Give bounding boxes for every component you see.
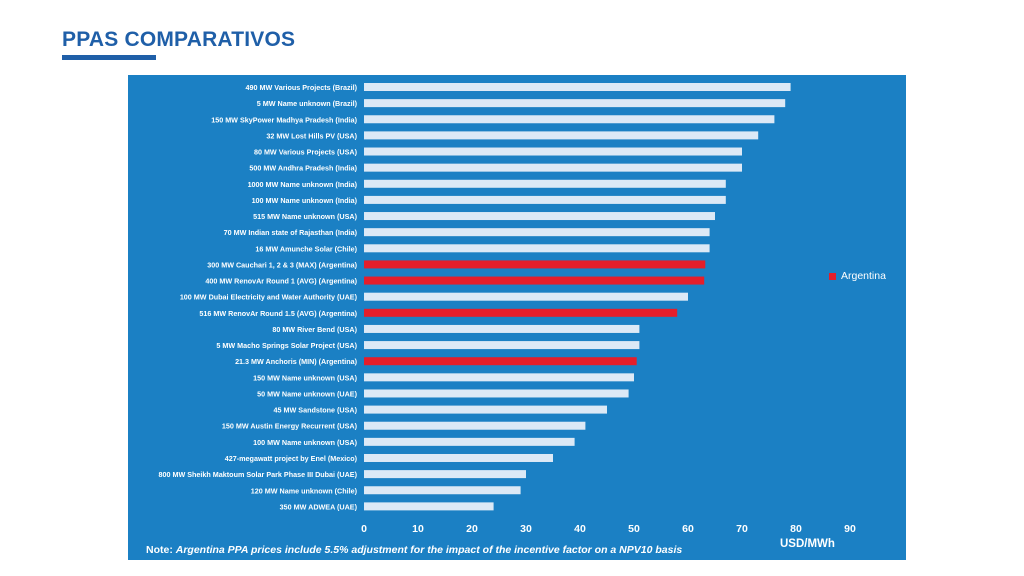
bar	[364, 131, 759, 140]
bar	[364, 437, 575, 446]
x-tick-label: 80	[790, 523, 802, 535]
category-label: 150 MW Austin Energy Recurrent (USA)	[222, 422, 358, 431]
page-title: PPAS COMPARATIVOS	[62, 28, 296, 51]
bar	[364, 470, 526, 479]
x-tick-label: 0	[361, 523, 367, 535]
category-label: 500 MW Andhra Pradesh (India)	[249, 164, 357, 173]
category-label: 515 MW Name unknown (USA)	[253, 212, 357, 221]
x-tick-label: 30	[520, 523, 532, 535]
legend-swatch-argentina	[829, 272, 836, 280]
bar-argentina	[364, 308, 678, 317]
category-label: 100 MW Dubai Electricity and Water Autho…	[180, 293, 358, 302]
legend-label-argentina: Argentina	[841, 270, 886, 282]
category-label: 150 MW Name unknown (USA)	[253, 373, 357, 382]
title-underline	[62, 55, 156, 60]
category-label: 150 MW SkyPower Madhya Pradesh (India)	[211, 115, 357, 124]
category-label: 100 MW Name unknown (USA)	[253, 438, 357, 447]
x-tick-label: 50	[628, 523, 640, 535]
category-label: 80 MW River Bend (USA)	[272, 325, 357, 334]
bar	[364, 486, 521, 495]
category-label: 21.3 MW Anchoris (MIN) (Argentina)	[235, 357, 358, 366]
bar	[364, 421, 586, 430]
bar	[364, 244, 710, 253]
category-label: 5 MW Name unknown (Brazil)	[257, 99, 358, 108]
ppa-bar-chart: 490 MW Various Projects (Brazil) 5 MW Nam…	[158, 83, 856, 535]
chart-note: Note: Argentina PPA prices include 5.5% …	[146, 544, 682, 556]
x-tick-label: 90	[844, 523, 856, 535]
category-label: 516 MW RenovAr Round 1.5 (AVG) (Argentin…	[199, 309, 357, 318]
category-label: 350 MW ADWEA (UAE)	[280, 502, 358, 511]
bar	[364, 195, 726, 204]
chart-legend: Argentina	[829, 270, 886, 282]
bar-argentina	[364, 276, 705, 285]
bar	[364, 83, 791, 91]
bar-argentina	[364, 357, 637, 366]
category-label: 70 MW Indian state of Rajasthan (India)	[224, 228, 358, 237]
x-tick-label: 40	[574, 523, 586, 535]
category-label: 800 MW Sheikh Maktoum Solar Park Phase I…	[158, 470, 357, 479]
bar	[364, 147, 742, 156]
x-axis-unit-label: USD/MWh	[780, 538, 835, 550]
category-label: 16 MW Amunche Solar (Chile)	[255, 244, 357, 253]
x-tick-label: 20	[466, 523, 478, 535]
bar-argentina	[364, 260, 706, 269]
x-tick-label: 60	[682, 523, 694, 535]
bar	[364, 373, 634, 382]
x-tick-label: 10	[412, 523, 424, 535]
bar	[364, 502, 494, 511]
chart-note-prefix: Note:	[146, 544, 176, 556]
bar	[364, 212, 715, 221]
bar	[364, 324, 640, 333]
bar	[364, 341, 640, 350]
category-label: 1000 MW Name unknown (India)	[248, 180, 358, 189]
chart-panel: 490 MW Various Projects (Brazil) 5 MW Nam…	[128, 75, 906, 560]
bar	[364, 99, 786, 108]
x-tick-label: 70	[736, 523, 748, 535]
category-label: 427-megawatt project by Enel (Mexico)	[225, 454, 358, 463]
category-label: 50 MW Name unknown (UAE)	[257, 389, 357, 398]
category-label: 45 MW Sandstone (USA)	[274, 406, 358, 415]
bar	[364, 453, 553, 462]
bar	[364, 228, 710, 237]
bar	[364, 179, 726, 188]
bar	[364, 292, 688, 301]
chart-note-text: Argentina PPA prices include 5.5% adjust…	[175, 544, 683, 556]
category-label: 300 MW Cauchari 1, 2 & 3 (MAX) (Argentin…	[207, 260, 357, 269]
category-label: 5 MW Macho Springs Solar Project (USA)	[216, 341, 357, 350]
category-label: 32 MW Lost Hills PV (USA)	[266, 131, 357, 140]
bar	[364, 163, 742, 172]
bar	[364, 389, 629, 398]
bar	[364, 405, 607, 414]
category-label: 120 MW Name unknown (Chile)	[251, 486, 358, 495]
category-label: 400 MW RenovAr Round 1 (AVG) (Argentina)	[205, 277, 357, 286]
category-label: 100 MW Name unknown (India)	[252, 196, 358, 205]
bar	[364, 115, 775, 124]
category-label: 80 MW Various Projects (USA)	[254, 148, 358, 157]
category-label: 490 MW Various Projects (Brazil)	[246, 83, 358, 92]
